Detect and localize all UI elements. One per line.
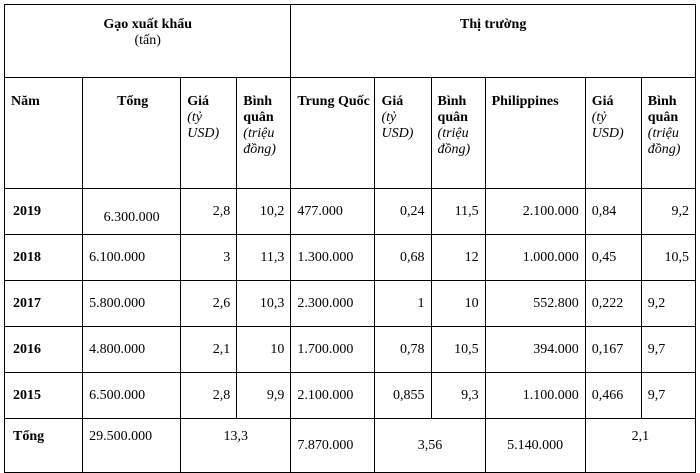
header-ph-avg: Bình quân (triệu đồng) (640, 77, 697, 189)
row-price: 3 (180, 234, 238, 281)
table-row: 2018 6.100.000 3 11,3 1.300.000 0,68 12 … (3, 234, 697, 281)
row-china-avg: 10,5 (430, 326, 486, 373)
total-export: 29.500.000 (82, 418, 182, 473)
row-philippines: 1.000.000 (484, 234, 586, 281)
row-china: 2.300.000 (290, 280, 376, 327)
row-philippines: 394.000 (484, 326, 586, 373)
header-china-avg: Bình quân (triệu đồng) (430, 77, 486, 189)
header-export-title: Gạo xuất khẩu (103, 17, 193, 32)
total-china-price: 3,56 (374, 418, 486, 473)
row-price: 2,6 (180, 280, 238, 327)
header-ph-price-unit: (tỷ USD) (591, 110, 624, 141)
row-china: 2.100.000 (290, 372, 376, 419)
header-china-avg-unit: (triệu đồng) (437, 126, 471, 157)
row-ph-price: 0,45 (584, 234, 642, 281)
row-total: 6.500.000 (82, 372, 182, 419)
row-china: 477.000 (290, 188, 376, 235)
header-philippines: Philippines (484, 77, 586, 189)
row-china-price: 0,78 (374, 326, 432, 373)
row-avg: 11,3 (236, 234, 292, 281)
table-row: 2016 4.800.000 2,1 10 1.700.000 0,78 10,… (3, 326, 697, 373)
row-ph-price: 0,466 (584, 372, 642, 419)
table-row: 2017 5.800.000 2,6 10,3 2.300.000 1 10 5… (3, 280, 697, 327)
row-philippines: 1.100.000 (484, 372, 586, 419)
total-row: Tổng 29.500.000 13,3 7.870.000 3,56 5.14… (3, 418, 697, 473)
row-philippines: 2.100.000 (484, 188, 586, 235)
group-header-row: Gạo xuất khẩu (tấn) Thị trường (3, 4, 696, 78)
table-row: 2019 6.300.000 2,8 10,2 477.000 0,24 11,… (3, 188, 697, 235)
row-total: 6.100.000 (82, 234, 182, 281)
row-china-price: 0,68 (374, 234, 432, 281)
row-ph-avg: 9,2 (640, 280, 697, 327)
header-avg: Bình quân (triệu đồng) (236, 77, 292, 189)
total-philippines: 5.140.000 (484, 418, 586, 473)
row-total: 4.800.000 (82, 326, 182, 373)
row-year: 2015 (3, 372, 84, 419)
row-china-avg: 12 (430, 234, 486, 281)
header-china-avg-label: Bình quân (437, 94, 468, 125)
row-total: 6.300.000 (82, 188, 182, 235)
row-ph-price: 0,84 (584, 188, 642, 235)
row-ph-avg: 9,7 (640, 372, 697, 419)
row-year: 2016 (3, 326, 84, 373)
total-china: 7.870.000 (290, 418, 376, 473)
row-year: 2018 (3, 234, 84, 281)
total-label: Tổng (3, 418, 84, 473)
row-price: 2,8 (180, 188, 238, 235)
header-avg-label: Bình quân (243, 94, 274, 125)
row-ph-avg: 10,5 (640, 234, 697, 281)
header-china-price: Giá (tỷ USD) (374, 77, 432, 189)
total-price: 13,3 (180, 418, 292, 473)
header-market-group: Thị trường (290, 4, 696, 78)
header-avg-unit: (triệu đồng) (243, 126, 276, 157)
row-china-avg: 10 (430, 280, 486, 327)
row-china: 1.700.000 (290, 326, 376, 373)
header-ph-avg-label: Bình quân (647, 94, 679, 125)
header-export-unit: (tấn) (134, 33, 161, 48)
header-ph-price-label: Giá (591, 94, 614, 109)
row-china-avg: 9,3 (430, 372, 486, 419)
header-china: Trung Quốc (290, 77, 376, 189)
row-avg: 10 (236, 326, 292, 373)
row-total: 5.800.000 (82, 280, 182, 327)
total-ph-price: 2,1 (584, 418, 697, 473)
header-year: Năm (3, 77, 84, 189)
header-price: Giá (tỷ USD) (180, 77, 238, 189)
header-china-price-label: Giá (381, 94, 404, 109)
row-philippines: 552.800 (484, 280, 586, 327)
row-ph-avg: 9,7 (640, 326, 697, 373)
row-price: 2,1 (180, 326, 238, 373)
row-china-price: 0,855 (374, 372, 432, 419)
header-ph-price: Giá (tỷ USD) (584, 77, 642, 189)
row-china-price: 0,24 (374, 188, 432, 235)
row-avg: 10,2 (236, 188, 292, 235)
header-price-unit: (tỷ USD) (187, 110, 220, 141)
header-price-label: Giá (187, 94, 209, 109)
row-avg: 10,3 (236, 280, 292, 327)
header-ph-avg-unit: (triệu đồng) (647, 126, 681, 157)
row-avg: 9,9 (236, 372, 292, 419)
header-total: Tổng (82, 77, 182, 189)
rice-export-table: Gạo xuất khẩu (tấn) Thị trường Năm Tổng … (3, 4, 697, 473)
sub-header-row: Năm Tổng Giá (tỷ USD) Bình quân (triệu đồn… (3, 77, 697, 189)
row-china: 1.300.000 (290, 234, 376, 281)
row-price: 2,8 (180, 372, 238, 419)
header-china-price-unit: (tỷ USD) (381, 110, 414, 141)
row-ph-price: 0,167 (584, 326, 642, 373)
row-china-avg: 11,5 (430, 188, 486, 235)
table-row: 2015 6.500.000 2,8 9,9 2.100.000 0,855 9… (3, 372, 697, 419)
row-ph-avg: 9,2 (640, 188, 697, 235)
row-china-price: 1 (374, 280, 432, 327)
header-export-group: Gạo xuất khẩu (tấn) (3, 4, 292, 78)
row-ph-price: 0,222 (584, 280, 642, 327)
row-year: 2019 (3, 188, 84, 235)
row-year: 2017 (3, 280, 84, 327)
